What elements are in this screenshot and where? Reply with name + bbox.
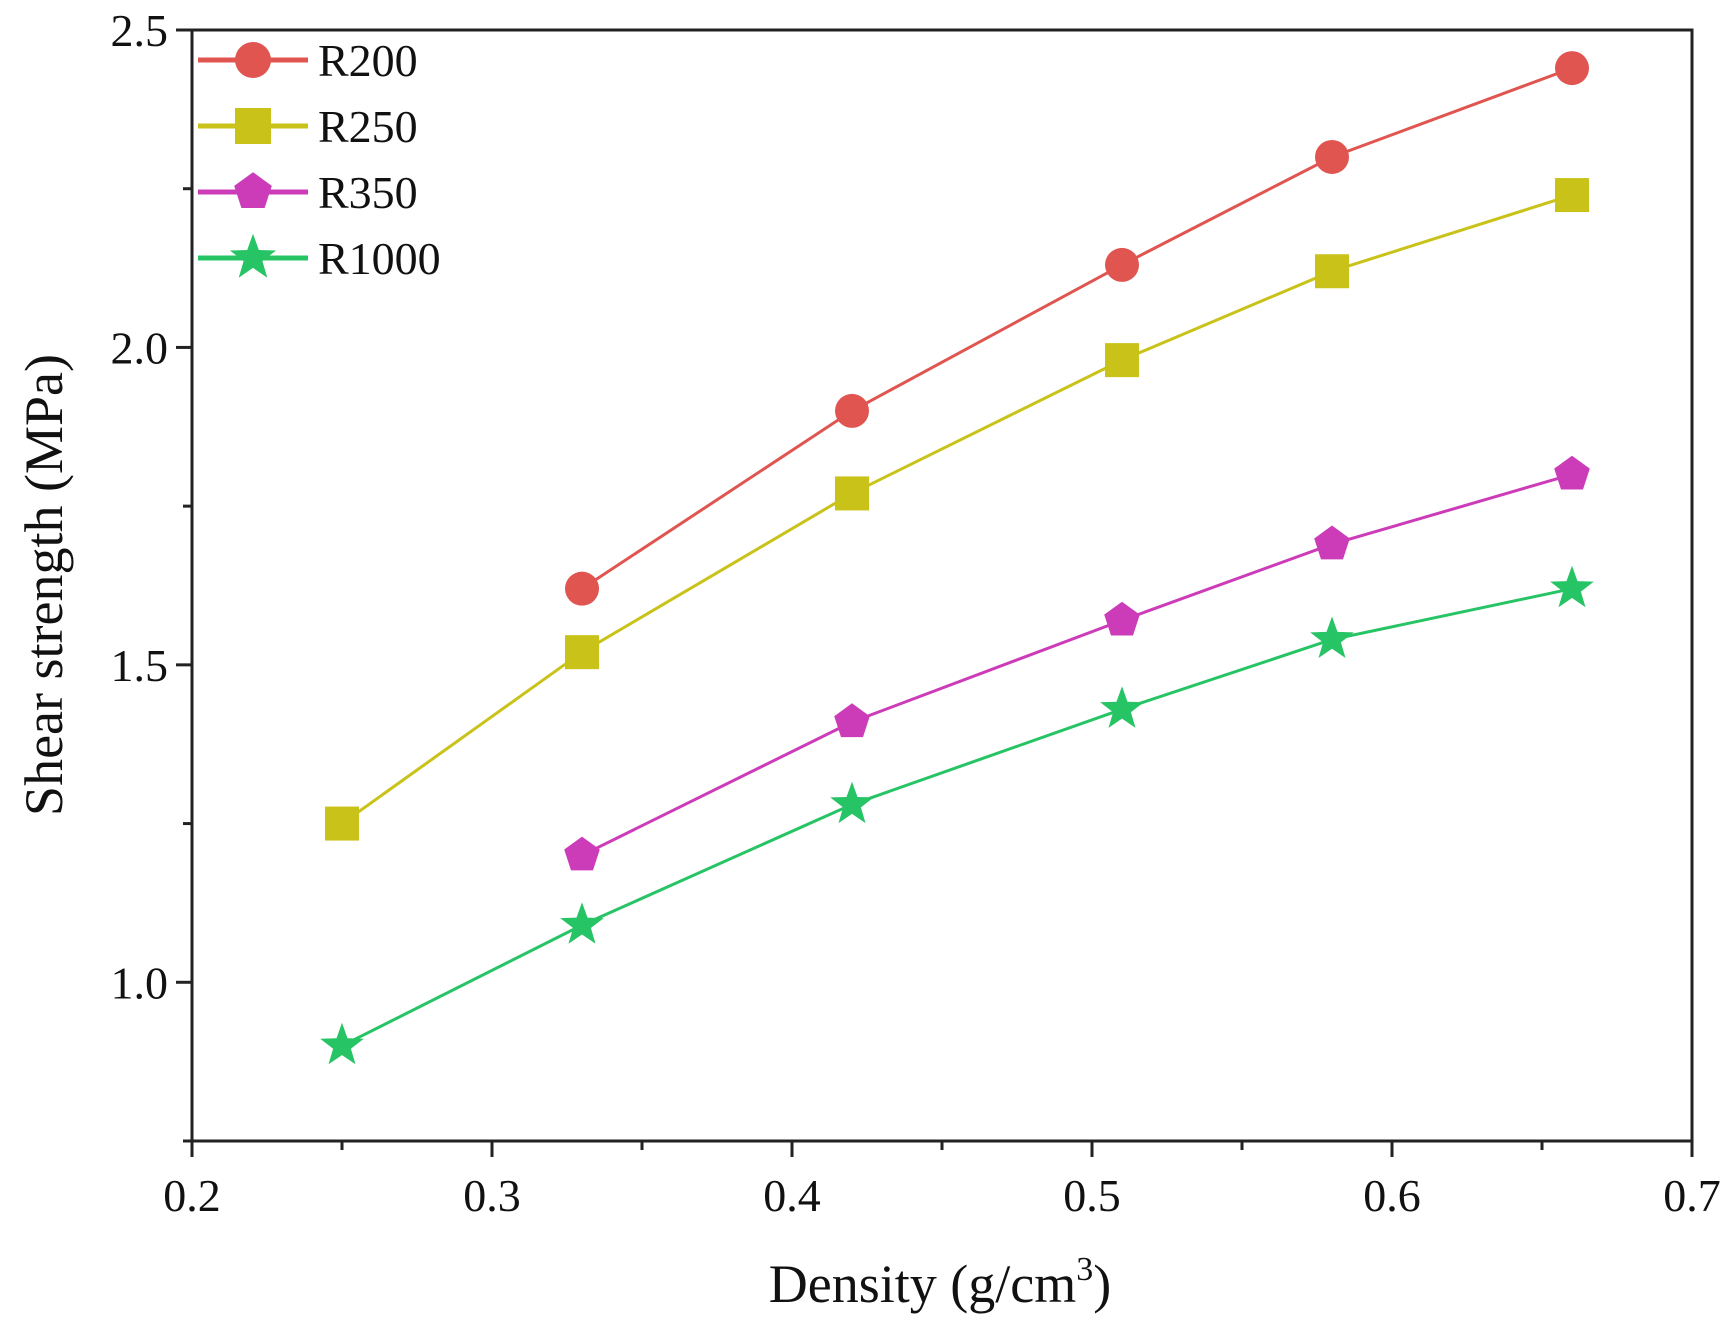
data-point [1555,178,1589,213]
x-axis-title: Density (g/cm3) [769,1251,1111,1314]
legend-item-r250: R250 [198,101,418,152]
data-point [325,806,359,841]
data-point [1105,247,1139,282]
series-line [341,193,1573,825]
y-tick-label: 2.5 [111,5,169,56]
legend-item-r1000: R1000 [198,233,441,284]
y-tick-label: 1.0 [111,957,169,1008]
data-point [834,703,870,738]
x-axis-title-superscript: 3 [1076,1251,1093,1288]
series-group [320,51,1594,1065]
x-tick-label: 0.7 [1663,1170,1721,1221]
data-point [1310,616,1354,658]
series-r200 [565,51,1589,606]
axes: 0.2 0.3 0.4 0.5 0.6 0.7 1.0 1.5 2.0 2.5 [111,5,1721,1221]
legend: R200 R250 R350 R1000 [198,35,441,284]
x-tick-label: 0.5 [1063,1170,1121,1221]
series-line [581,472,1573,857]
data-point [564,836,600,871]
y-tick-label: 2.0 [111,322,169,373]
data-point [1314,525,1350,560]
x-tick-label: 0.2 [163,1170,221,1221]
x-axis-title-main: Density (g/cm [769,1254,1076,1314]
legend-item-r200: R200 [198,35,418,86]
data-point [565,635,599,670]
data-point [320,1022,364,1065]
data-point [560,902,604,944]
data-point [1105,343,1139,378]
x-tick-label: 0.6 [1363,1170,1421,1221]
y-tick-label: 1.5 [111,640,169,691]
y-axis-title: Shear strength (MPa) [14,354,74,816]
legend-label: R1000 [318,233,441,284]
data-point [1100,686,1144,728]
series-r250 [325,178,1589,841]
data-point [835,476,869,511]
data-point [1554,455,1590,490]
x-axis-title-suffix: ) [1093,1254,1111,1314]
legend-label: R250 [318,101,418,152]
data-point [1550,565,1594,608]
data-point [1315,254,1349,289]
legend-marker [235,42,271,78]
data-point [1315,139,1349,174]
series-r1000 [320,565,1594,1065]
legend-item-r350: R350 [198,167,418,218]
x-tick-label: 0.4 [763,1170,821,1221]
series-r350 [564,455,1590,871]
data-point [565,571,599,606]
series-line [341,587,1573,1048]
legend-label: R200 [318,35,418,86]
x-tick-label: 0.3 [463,1170,521,1221]
data-point [1555,51,1589,86]
data-point [830,781,874,824]
legend-marker [229,233,277,278]
legend-marker [234,172,272,208]
legend-marker [235,108,271,144]
data-point [835,393,869,428]
series-line [581,66,1573,590]
data-point [1104,601,1140,636]
legend-label: R350 [318,167,418,218]
